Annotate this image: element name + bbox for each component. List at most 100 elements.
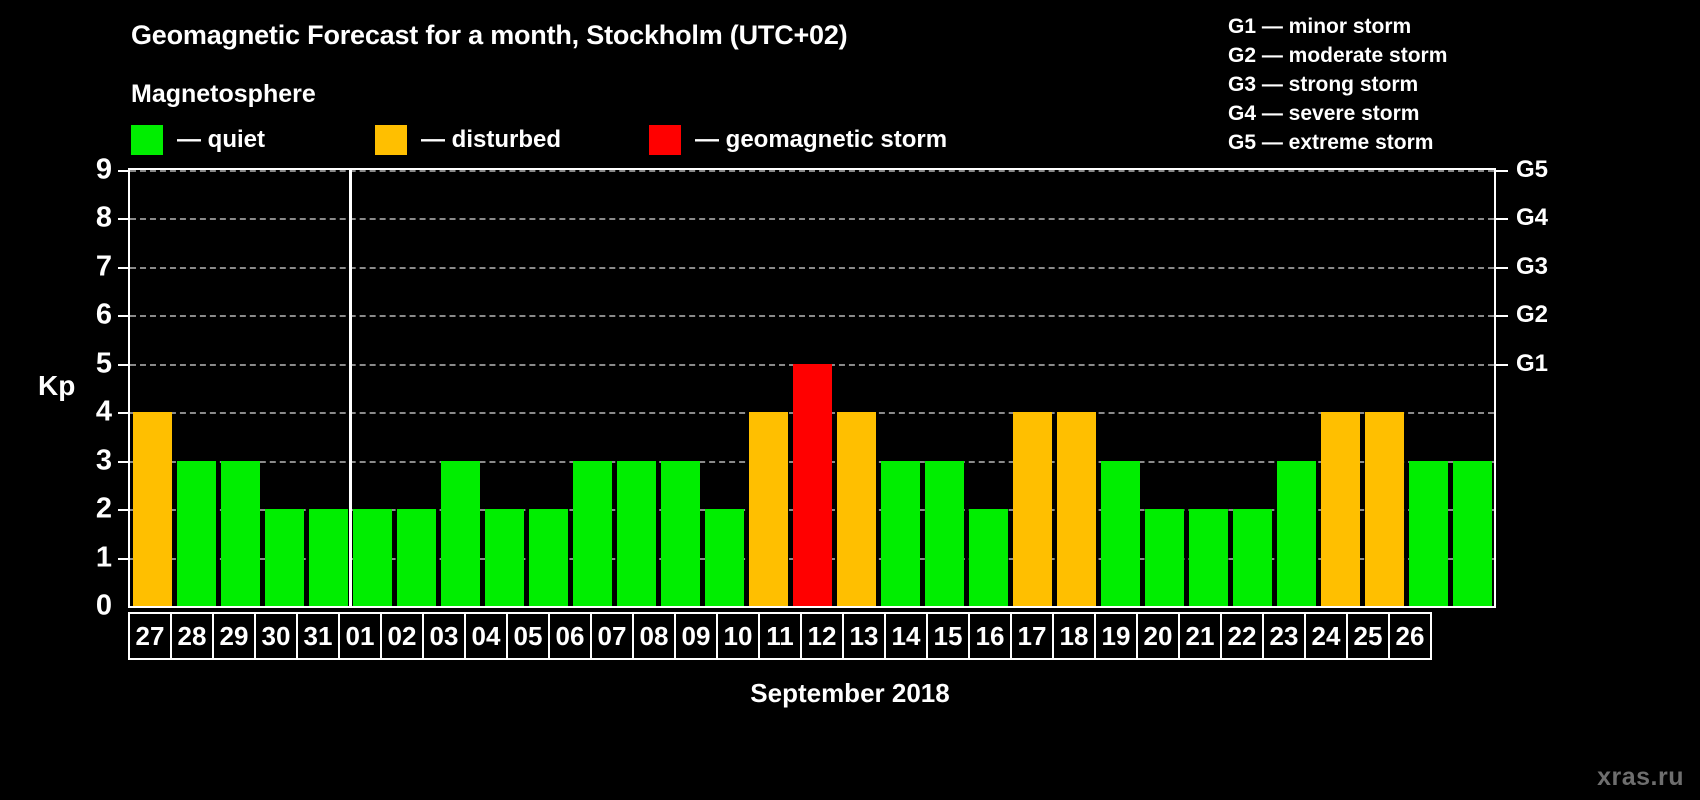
x-axis-date-cell: 20 xyxy=(1136,612,1180,660)
g-legend-line: G4 — severe storm xyxy=(1228,102,1420,125)
y-axis-tick-label: 5 xyxy=(95,347,112,380)
g-axis-tick-mark xyxy=(1496,218,1508,221)
y-axis-tick-label: 1 xyxy=(95,541,112,574)
legend-item-label: — geomagnetic storm xyxy=(695,126,948,153)
x-axis-date-cell: 23 xyxy=(1262,612,1306,660)
bar xyxy=(1452,460,1492,606)
x-axis-date-cell: 14 xyxy=(884,612,928,660)
y-axis-tick-mark xyxy=(118,315,128,318)
x-axis-date-cell: 02 xyxy=(380,612,424,660)
bar xyxy=(528,509,568,606)
legend-color-swatch xyxy=(131,125,163,155)
legend-color-swatch xyxy=(375,125,407,155)
legend-color-swatch xyxy=(649,125,681,155)
legend: — quiet — disturbed — geomagnetic storm xyxy=(131,125,1031,155)
x-axis-date-cell: 21 xyxy=(1178,612,1222,660)
bar xyxy=(616,460,656,606)
bar xyxy=(1232,509,1272,606)
x-axis-date-cell: 05 xyxy=(506,612,550,660)
bar xyxy=(924,460,964,606)
y-axis-tick-mark xyxy=(118,363,128,366)
bar xyxy=(1364,412,1404,606)
page-title: Geomagnetic Forecast for a month, Stockh… xyxy=(131,20,848,50)
x-axis-date-cell: 30 xyxy=(254,612,298,660)
bars-layer xyxy=(130,170,1494,606)
legend-item: — geomagnetic storm xyxy=(649,125,947,155)
y-axis-tick-mark xyxy=(118,509,128,512)
bar xyxy=(748,412,788,606)
bar xyxy=(1056,412,1096,606)
bar xyxy=(352,509,392,606)
bar xyxy=(396,509,436,606)
bar xyxy=(1320,412,1360,606)
x-axis-date-cell: 06 xyxy=(548,612,592,660)
y-axis-tick-label: 9 xyxy=(95,153,112,186)
y-axis-tick-mark xyxy=(118,170,128,172)
g-scale-legend: G1 — minor storm G2 — moderate storm G3 — … xyxy=(1228,12,1447,157)
bar xyxy=(1100,460,1140,606)
g-axis-tick-label: G2 xyxy=(1516,301,1549,329)
y-axis-tick-label: 6 xyxy=(95,298,112,331)
legend-item-label: — quiet xyxy=(177,126,265,153)
legend-item: — quiet xyxy=(131,125,265,155)
g-axis-tick-mark xyxy=(1496,315,1508,318)
x-axis-date-cell: 04 xyxy=(464,612,508,660)
y-axis-tick-label: 3 xyxy=(95,444,112,477)
x-axis-date-cell: 19 xyxy=(1094,612,1138,660)
bar xyxy=(968,509,1008,606)
bar xyxy=(1276,460,1316,606)
x-axis-date-cell: 22 xyxy=(1220,612,1264,660)
g-legend-line: G5 — extreme storm xyxy=(1228,131,1434,154)
watermark: xras.ru xyxy=(1597,763,1684,791)
g-legend-line: G1 — minor storm xyxy=(1228,15,1412,38)
x-axis-date-cell: 13 xyxy=(842,612,886,660)
gridline xyxy=(130,315,1494,318)
g-axis-tick-label: G1 xyxy=(1516,349,1549,377)
bar xyxy=(1012,412,1052,606)
month-divider-line xyxy=(349,170,352,606)
x-axis-date-cell: 16 xyxy=(968,612,1012,660)
g-axis-tick-mark xyxy=(1496,266,1508,269)
g-axis-tick-mark xyxy=(1496,363,1508,366)
x-axis-date-cell: 03 xyxy=(422,612,466,660)
x-axis-date-cell: 31 xyxy=(296,612,340,660)
x-axis-date-labels: 27 28 29 30 31 01 02 03 04 05 06 07 08 09 10 11 12 13 14 15… xyxy=(128,612,1496,660)
x-axis-date-cell: 08 xyxy=(632,612,676,660)
y-axis-tick-mark xyxy=(118,557,128,560)
x-axis-date-cell: 10 xyxy=(716,612,760,660)
x-axis-date-cell: 09 xyxy=(674,612,718,660)
x-axis-date-cell: 17 xyxy=(1010,612,1054,660)
y-axis-tick-mark xyxy=(118,266,128,269)
y-axis-tick-label: 8 xyxy=(95,201,112,234)
x-axis-date-cell: 12 xyxy=(800,612,844,660)
bar xyxy=(1144,509,1184,606)
plot-area xyxy=(128,168,1496,608)
bar xyxy=(132,412,172,606)
y-axis-tick-label: 2 xyxy=(95,492,112,525)
x-axis-date-cell: 15 xyxy=(926,612,970,660)
legend-item-label: — disturbed xyxy=(421,126,562,153)
g-legend-line: G2 — moderate storm xyxy=(1228,44,1448,67)
bar xyxy=(836,412,876,606)
legend-heading: Magnetosphere xyxy=(131,80,316,108)
g-axis-tick-mark xyxy=(1496,170,1508,172)
y-axis-tick-label: 7 xyxy=(95,250,112,283)
bar xyxy=(880,460,920,606)
x-axis-date-cell: 28 xyxy=(170,612,214,660)
g-axis-tick-label: G3 xyxy=(1516,252,1549,280)
x-axis-date-cell: 26 xyxy=(1388,612,1432,660)
bar xyxy=(440,460,480,606)
x-axis-date-cell: 01 xyxy=(338,612,382,660)
x-axis-date-cell: 24 xyxy=(1304,612,1348,660)
bar xyxy=(660,460,700,606)
bar xyxy=(704,509,744,606)
bar xyxy=(264,509,304,606)
y-axis-tick-mark xyxy=(118,218,128,221)
bar xyxy=(308,509,348,606)
y-axis-tick-label: 0 xyxy=(95,589,112,622)
bar xyxy=(1188,509,1228,606)
bar xyxy=(220,460,260,606)
x-axis-date-cell: 27 xyxy=(128,612,172,660)
x-axis-date-cell: 29 xyxy=(212,612,256,660)
gridline xyxy=(130,266,1494,269)
